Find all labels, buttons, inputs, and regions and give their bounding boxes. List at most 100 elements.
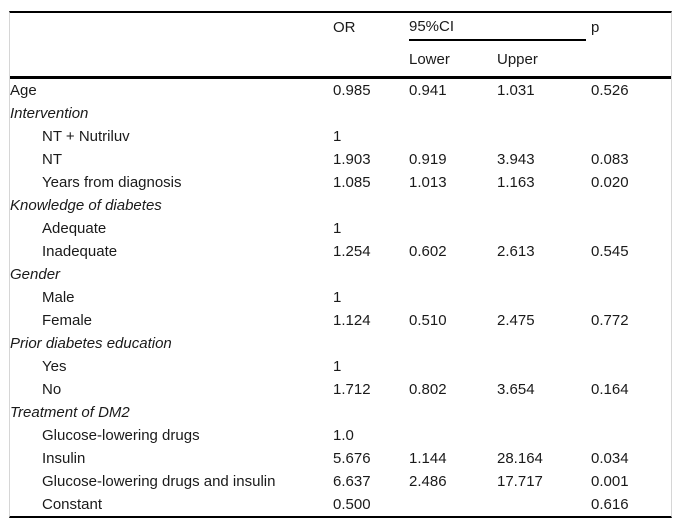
empty-header-cell [10,41,333,79]
ci-column-header-label: 95%CI [409,17,455,35]
ci-upper-header: Upper [497,41,591,79]
ci-lower-value [409,217,497,240]
header-row-2: Lower Upper [10,41,671,79]
p-value [591,125,671,148]
ci-upper-value: 3.943 [497,151,535,168]
ci-lower-value [409,355,497,378]
p-value: 0.545 [591,243,629,260]
row-label: Female [42,312,93,329]
p-column-header: p [591,18,600,36]
or-value: 1.254 [333,243,371,260]
row-label: NT + Nutriluv [42,128,130,145]
table-row: Yes 1 [10,355,671,378]
or-value: 1 [333,220,342,237]
empty-header-cell [333,41,409,79]
row-label: Glucose-lowering drugs [42,427,200,444]
p-value [591,194,671,217]
p-value: 0.083 [591,151,629,168]
ci-upper-value: 28.164 [497,450,543,467]
or-value: 1.085 [333,174,371,191]
table-section-row: Treatment of DM2 [10,401,671,424]
ci-lower-value [409,424,497,447]
or-value: 1 [333,358,342,375]
p-value: 0.164 [591,381,629,398]
table-row: Years from diagnosis 1.085 1.013 1.163 0… [10,171,671,194]
or-value: 1.712 [333,381,371,398]
row-label: Knowledge of diabetes [10,197,162,214]
ci-lower-value: 1.013 [409,174,447,191]
table-section-row: Intervention [10,102,671,125]
p-value [591,217,671,240]
row-label: NT [42,151,62,168]
ci-lower-value [409,263,497,286]
row-label: Insulin [42,450,86,467]
ci-upper-value [497,401,591,424]
p-value: 0.616 [591,496,629,513]
ci-upper-value [497,102,591,125]
ci-lower-header: Lower [409,41,497,79]
table-row: Glucose-lowering drugs and insulin 6.637… [10,470,671,493]
row-label: Years from diagnosis [42,174,182,191]
ci-upper-value [497,125,591,148]
ci-upper-value [497,194,591,217]
or-value [333,194,409,217]
p-value: 0.034 [591,450,629,467]
row-label: Inadequate [42,243,118,260]
p-value [591,102,671,125]
or-value [333,401,409,424]
row-label: Treatment of DM2 [10,404,130,421]
row-label: Male [42,289,75,306]
p-value [591,424,671,447]
table-body: Age 0.985 0.941 1.031 0.526 Intervention… [10,78,671,517]
row-label: Prior diabetes education [10,335,172,352]
table-section-row: Gender [10,263,671,286]
ci-lower-value [409,194,497,217]
or-value: 1 [333,289,342,306]
table-row: NT 1.903 0.919 3.943 0.083 [10,148,671,171]
ci-lower-value [409,125,497,148]
ci-upper-value: 2.475 [497,312,535,329]
row-label: No [42,381,62,398]
regression-results-table: OR 95%CI p Lower Upper Age 0.985 [9,11,672,518]
table-row: NT + Nutriluv 1 [10,125,671,148]
or-column-header: OR [333,18,356,36]
or-value [333,263,409,286]
p-value: 0.772 [591,312,629,329]
p-value: 0.526 [591,82,629,99]
p-value: 0.001 [591,473,629,490]
or-value: 1.124 [333,312,371,329]
label-column-header [10,13,333,41]
p-value [591,332,671,355]
or-value: 1.903 [333,151,371,168]
row-label: Adequate [42,220,107,237]
table-section-row: Prior diabetes education [10,332,671,355]
ci-lower-value: 2.486 [409,473,447,490]
ci-upper-value: 2.613 [497,243,535,260]
ci-lower-value: 0.510 [409,312,447,329]
ci-lower-value: 0.941 [409,82,447,99]
ci-lower-value: 0.802 [409,381,447,398]
p-value [591,401,671,424]
or-value: 5.676 [333,450,371,467]
ci-lower-value [409,401,497,424]
ci-lower-value [409,493,497,516]
p-value [591,286,671,309]
row-label: Constant [42,496,103,513]
ci-upper-value [497,263,591,286]
table-row: Adequate 1 [10,217,671,240]
or-value [333,332,409,355]
ci-upper-value: 17.717 [497,473,543,490]
p-value [591,263,671,286]
ci-upper-value [497,332,591,355]
ci-upper-value: 1.163 [497,174,535,191]
or-value: 6.637 [333,473,371,490]
ci-lower-value: 0.919 [409,151,447,168]
ci-upper-value [497,493,591,516]
row-label: Yes [42,358,67,375]
stat-table: OR 95%CI p Lower Upper Age 0.985 [10,13,671,516]
or-value [333,102,409,125]
ci-lower-value [409,286,497,309]
ci-upper-value [497,424,591,447]
p-value: 0.020 [591,174,629,191]
